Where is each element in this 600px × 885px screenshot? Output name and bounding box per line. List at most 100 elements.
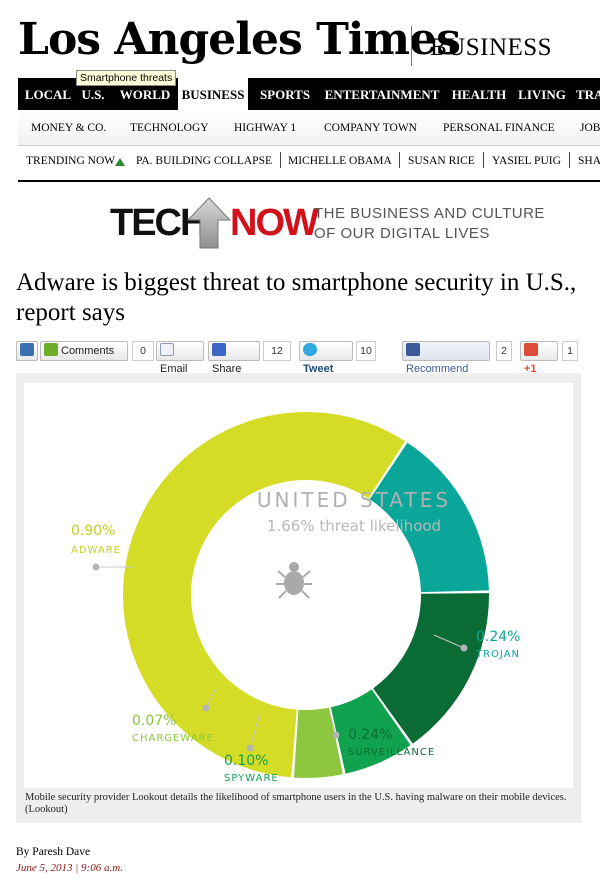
trending-separator — [483, 152, 484, 168]
trending-separator — [280, 152, 281, 168]
subnav-item-company-town[interactable]: COMPANY TOWN — [324, 122, 417, 134]
chart-title: UNITED STATES — [257, 488, 451, 512]
tweet-count: 10 — [356, 341, 376, 361]
slice-value-adware: 0.90% — [71, 523, 115, 539]
tweet-button[interactable]: Tweet — [299, 341, 353, 375]
slice-value-chargeware: 0.07% — [132, 713, 176, 729]
share-bar: Comments 0 Email Share 12 Tweet 10 Recom… — [16, 341, 600, 375]
print-icon — [20, 343, 34, 356]
slice-label-trojan: TROJAN — [475, 649, 520, 660]
article-time: 9:06 a.m. — [81, 862, 123, 874]
nav-item-us[interactable]: U.S. — [81, 87, 105, 102]
tooltip: Smartphone threats — [76, 70, 177, 86]
subnav-item-personal-finance[interactable]: PERSONAL FINANCE — [443, 122, 555, 134]
nav-item-sports[interactable]: SPORTS — [259, 87, 311, 102]
email-icon — [160, 343, 174, 356]
article-headline: Adware is biggest threat to smartphone s… — [16, 269, 577, 326]
print-button[interactable] — [16, 341, 38, 361]
dateline: June 5, 2013 | 9:06 a.m. — [16, 862, 123, 874]
chart-subtitle: 1.66% threat likelihood — [267, 517, 441, 535]
tweet-label: Tweet — [303, 363, 334, 375]
twitter-bird-icon — [303, 343, 317, 356]
technow-now-word: NOW — [230, 202, 319, 244]
recommend-count: 2 — [496, 341, 512, 361]
technow-tech-word: TECH — [110, 202, 207, 244]
comments-count: 0 — [132, 341, 154, 361]
nav-item-entertainment[interactable]: ENTERTAINMENT — [324, 87, 440, 102]
donut-slice-trojan — [369, 442, 489, 593]
nav-item-health[interactable]: HEALTH — [451, 87, 507, 102]
trending-up-icon — [115, 158, 125, 166]
donut-slice-chargeware — [293, 707, 343, 778]
share-label: Share — [212, 363, 242, 375]
share-count: 12 — [263, 341, 291, 361]
facebook-icon — [406, 343, 420, 356]
share-plus-icon — [212, 343, 226, 356]
masthead-rule — [18, 180, 600, 182]
trending-separator — [569, 152, 570, 168]
masthead: Los Angeles Times BUSINESS — [18, 14, 600, 74]
byline[interactable]: By Paresh Dave — [16, 846, 91, 858]
share-button[interactable]: Share — [208, 341, 260, 375]
trending-item[interactable]: YASIEL PUIG — [492, 155, 561, 167]
leader-line — [329, 712, 337, 736]
trending-item[interactable]: SUSAN RICE — [408, 155, 475, 167]
recommend-label: Recommend — [406, 363, 469, 375]
comments-label: Comments — [61, 345, 115, 357]
trending-item[interactable]: SHA — [578, 155, 600, 167]
nav-item-business[interactable]: BUSINESS — [178, 78, 248, 110]
google-plus-label: +1 — [524, 363, 537, 375]
nav-item-living[interactable]: LIVING — [518, 87, 566, 102]
google-plus-count: 1 — [562, 341, 578, 361]
email-button[interactable]: Email — [156, 341, 204, 375]
trending-item[interactable]: MICHELLE OBAMA — [288, 155, 392, 167]
trending-bar: TRENDING NOW PA. BUILDING COLLAPSE MICHE… — [18, 150, 600, 174]
subnav-item-jobs[interactable]: JOB — [580, 122, 600, 134]
trending-label: TRENDING NOW — [26, 155, 116, 167]
technow-tagline: THE BUSINESS AND CULTURE — [314, 205, 545, 222]
leader-dot — [202, 704, 210, 712]
technow-banner[interactable]: TECH NOW THE BUSINESS AND CULTURE OF OUR… — [110, 196, 550, 250]
figure-caption: Mobile security provider Lookout details… — [25, 792, 567, 815]
subnav-item-money-co[interactable]: MONEY & CO. — [31, 122, 107, 134]
leader-line — [249, 712, 261, 749]
leader-line — [205, 687, 217, 709]
threat-chart: UNITED STATES 1.66% threat likelihood 0.… — [24, 383, 573, 788]
article-figure: UNITED STATES 1.66% threat likelihood 0.… — [16, 373, 581, 823]
site-logo[interactable]: Los Angeles Times — [18, 14, 461, 65]
leader-dot — [92, 563, 100, 571]
donut-slice-surveillance — [373, 593, 489, 744]
main-nav: LOCAL U.S. WORLD BUSINESS SPORTS ENTERTA… — [18, 78, 600, 110]
sub-nav: MONEY & CO. TECHNOLOGY HIGHWAY 1 COMPANY… — [18, 110, 600, 146]
trending-item[interactable]: PA. BUILDING COLLAPSE — [136, 155, 272, 167]
donut-slice-adware — [123, 412, 406, 778]
comments-icon — [44, 343, 58, 356]
leader-dot — [460, 644, 468, 652]
nav-item-travel[interactable]: TRA — [576, 87, 600, 102]
recommend-button[interactable]: Recommend — [402, 341, 490, 375]
slice-label-spyware: SPYWARE — [224, 773, 279, 784]
section-title[interactable]: BUSINESS — [430, 34, 553, 61]
google-plus-icon — [524, 343, 538, 356]
comments-button[interactable]: Comments — [40, 341, 128, 361]
leader-line — [433, 634, 465, 649]
subnav-item-technology[interactable]: TECHNOLOGY — [130, 122, 209, 134]
donut-slice-spyware — [330, 689, 411, 774]
slice-value-surveillance: 0.24% — [348, 727, 392, 743]
donut-chart: UNITED STATES 1.66% threat likelihood 0.… — [71, 412, 520, 784]
nav-item-world[interactable]: WORLD — [119, 87, 171, 102]
slice-label-surveillance: SURVEILLANCE — [348, 747, 435, 758]
article-date: June 5, 2013 — [16, 862, 73, 874]
leader-dot — [332, 731, 340, 739]
slice-value-trojan: 0.24% — [476, 629, 520, 645]
bug-icon — [276, 562, 312, 599]
google-plus-button[interactable]: +1 — [520, 341, 558, 375]
subnav-item-highway-1[interactable]: HIGHWAY 1 — [234, 122, 297, 134]
leader-dot — [246, 744, 254, 752]
trending-separator — [399, 152, 400, 168]
nav-item-local[interactable]: LOCAL — [24, 87, 72, 102]
masthead-divider — [411, 26, 412, 66]
email-label: Email — [160, 363, 188, 375]
technow-tagline: OF OUR DIGITAL LIVES — [314, 225, 490, 242]
date-separator: | — [75, 862, 82, 874]
